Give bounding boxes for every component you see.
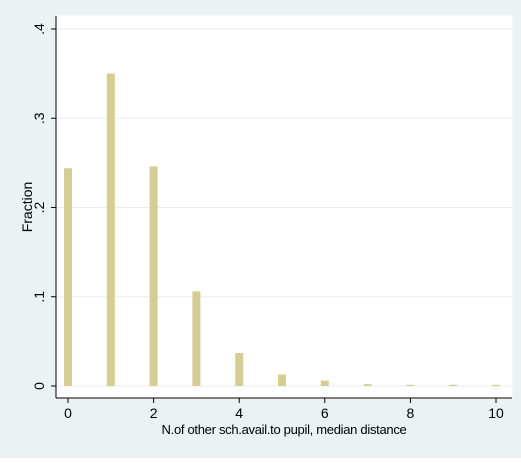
x-axis-label: N.of other sch.avail.to pupil, median di… [162, 422, 407, 437]
bar-1 [106, 73, 115, 386]
x-tick-label-5: 10 [488, 405, 504, 421]
bar-6 [320, 380, 329, 386]
x-tick-label-2: 4 [235, 405, 243, 421]
y-tick-label-2: .2 [31, 201, 47, 213]
grid-lines [56, 28, 512, 387]
bar-0 [64, 168, 72, 386]
x-tick-label-3: 6 [321, 405, 329, 421]
x-tick-label-1: 2 [150, 405, 158, 421]
bar-3 [192, 291, 201, 386]
bar-7 [363, 384, 372, 386]
x-tick-label-4: 8 [407, 405, 415, 421]
y-tick-label-0: 0 [31, 382, 47, 390]
bar-10 [492, 384, 500, 386]
bar-9 [449, 384, 458, 386]
bar-5 [278, 374, 286, 386]
y-tick-label-3: .3 [31, 112, 47, 124]
bars-group [64, 73, 500, 386]
y-ticks-group: 0 .1 .2 .3 .4 [31, 23, 56, 390]
bar-2 [149, 166, 158, 386]
y-tick-label-4: .4 [31, 23, 47, 35]
y-axis-label: Fraction [19, 182, 35, 233]
bar-4 [235, 352, 244, 386]
bar-8 [406, 384, 415, 386]
x-tick-label-0: 0 [64, 405, 72, 421]
y-tick-label-1: .1 [31, 291, 47, 303]
x-ticks-group: 0 2 4 6 8 10 [64, 398, 504, 421]
